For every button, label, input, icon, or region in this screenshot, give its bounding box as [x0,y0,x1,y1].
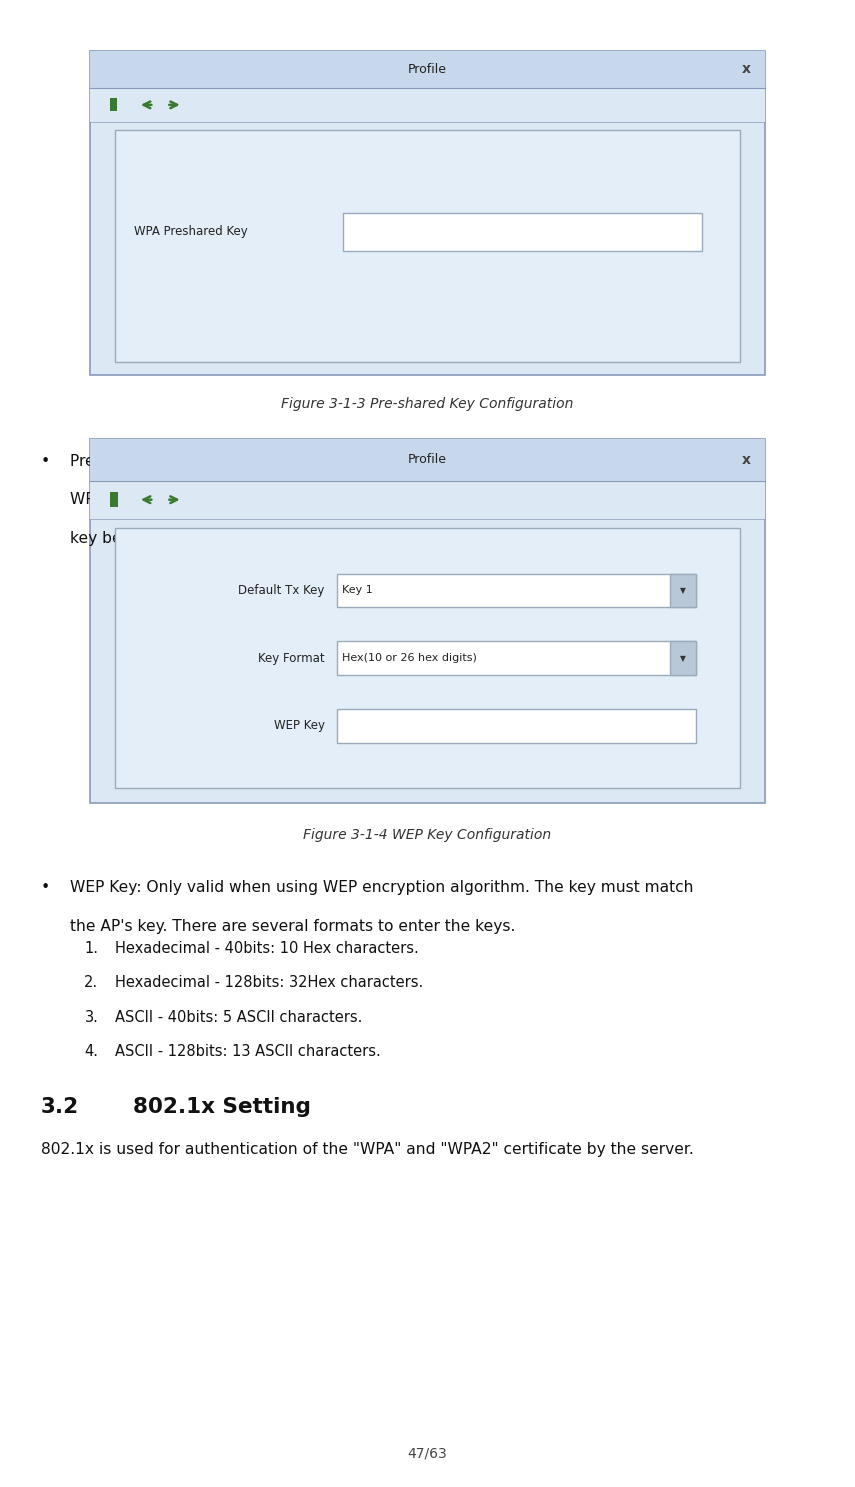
Bar [337,574,696,607]
Text: WEP Key: WEP Key [274,720,325,733]
Bar [90,51,765,375]
Text: x: x [742,62,751,76]
Text: •: • [41,454,50,468]
Text: Profile: Profile [408,454,447,465]
Text: Figure 3-1-4 WEP Key Configuration: Figure 3-1-4 WEP Key Configuration [304,828,551,842]
Text: the AP's key. There are several formats to enter the keys.: the AP's key. There are several formats … [70,919,516,934]
Text: 3.: 3. [85,1010,98,1025]
Text: Hex(10 or 26 hex digits): Hex(10 or 26 hex digits) [342,653,477,663]
Bar [90,88,765,122]
Text: WPA-PSK and WPA2-PSK authentication mode, this field must be filled with a: WPA-PSK and WPA2-PSK authentication mode… [70,492,663,507]
Text: x: x [742,452,751,467]
Bar [90,439,765,803]
Text: WPA Preshared Key: WPA Preshared Key [134,226,248,238]
Bar [343,214,702,250]
Bar [115,528,740,788]
Text: •: • [41,880,50,895]
Text: key between 8 and 32 characters in length.: key between 8 and 32 characters in lengt… [70,531,409,546]
Text: Hexadecimal - 40bits: 10 Hex characters.: Hexadecimal - 40bits: 10 Hex characters. [115,941,419,956]
Text: 802.1x is used for authentication of the "WPA" and "WPA2" certificate by the ser: 802.1x is used for authentication of the… [41,1142,693,1157]
Text: WEP Key: Only valid when using WEP encryption algorithm. The key must match: WEP Key: Only valid when using WEP encry… [70,880,693,895]
Text: ASCII - 40bits: 5 ASCII characters.: ASCII - 40bits: 5 ASCII characters. [115,1010,363,1025]
Text: 3.2: 3.2 [41,1097,80,1117]
Bar [110,98,117,112]
Text: Key Format: Key Format [258,651,325,665]
Bar [90,51,765,88]
Text: ▼: ▼ [680,586,686,595]
Text: Default Tx Key: Default Tx Key [239,584,325,596]
Bar [90,439,765,480]
Text: 2.: 2. [84,975,98,990]
Text: 802.1x Setting: 802.1x Setting [133,1097,310,1117]
Bar [669,641,696,675]
Bar [669,574,696,607]
Bar [115,129,740,361]
Text: Key 1: Key 1 [342,586,373,595]
Bar [90,480,765,519]
Text: Hexadecimal - 128bits: 32Hex characters.: Hexadecimal - 128bits: 32Hex characters. [115,975,424,990]
Text: 1.: 1. [85,941,98,956]
Bar [109,492,118,507]
Bar [337,641,696,675]
Text: ASCII - 128bits: 13 ASCII characters.: ASCII - 128bits: 13 ASCII characters. [115,1044,381,1059]
Text: 4.: 4. [85,1044,98,1059]
Text: Profile: Profile [408,62,447,76]
Text: Pre-shared Key: This is the shared key between the AP and STA. If operating in: Pre-shared Key: This is the shared key b… [70,454,679,468]
Text: ▼: ▼ [680,654,686,663]
Text: 47/63: 47/63 [408,1447,447,1460]
Bar [337,709,696,744]
Text: Figure 3-1-3 Pre-shared Key Configuration: Figure 3-1-3 Pre-shared Key Configuratio… [281,397,574,410]
